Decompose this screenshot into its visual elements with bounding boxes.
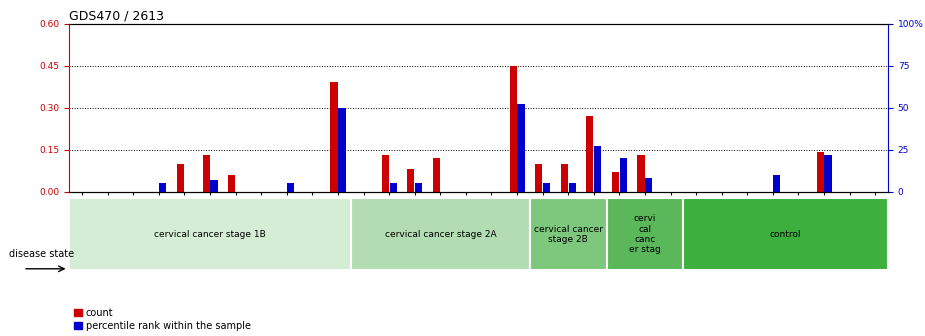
- Text: disease state: disease state: [9, 249, 74, 259]
- Text: cervical cancer
stage 2B: cervical cancer stage 2B: [534, 225, 603, 244]
- Bar: [611, 172, 619, 192]
- Bar: [543, 183, 550, 192]
- Bar: [210, 180, 217, 192]
- Text: cervical cancer stage 1B: cervical cancer stage 1B: [154, 230, 266, 239]
- Bar: [433, 158, 440, 192]
- Text: GDS470 / 2613: GDS470 / 2613: [69, 9, 165, 23]
- Bar: [824, 155, 832, 192]
- Bar: [382, 155, 388, 192]
- Bar: [536, 164, 542, 192]
- Bar: [817, 152, 823, 192]
- Text: cervical cancer stage 2A: cervical cancer stage 2A: [385, 230, 496, 239]
- Bar: [620, 158, 627, 192]
- Bar: [594, 146, 601, 192]
- Bar: [389, 183, 397, 192]
- Bar: [607, 198, 684, 270]
- Bar: [569, 183, 575, 192]
- Bar: [159, 183, 166, 192]
- Bar: [510, 66, 517, 192]
- Bar: [69, 198, 351, 270]
- Bar: [407, 169, 414, 192]
- Bar: [287, 183, 294, 192]
- Bar: [517, 104, 524, 192]
- Text: control: control: [770, 230, 801, 239]
- Bar: [339, 108, 346, 192]
- Bar: [561, 164, 568, 192]
- Bar: [586, 116, 594, 192]
- Bar: [773, 175, 781, 192]
- Bar: [330, 82, 338, 192]
- Bar: [646, 178, 652, 192]
- Bar: [684, 198, 888, 270]
- Bar: [203, 155, 210, 192]
- Bar: [351, 198, 530, 270]
- Bar: [637, 155, 645, 192]
- Bar: [177, 164, 184, 192]
- Legend: count, percentile rank within the sample: count, percentile rank within the sample: [74, 308, 251, 331]
- Bar: [415, 183, 422, 192]
- Bar: [530, 198, 607, 270]
- Text: cervi
cal
canc
er stag: cervi cal canc er stag: [629, 214, 660, 254]
- Bar: [228, 175, 235, 192]
